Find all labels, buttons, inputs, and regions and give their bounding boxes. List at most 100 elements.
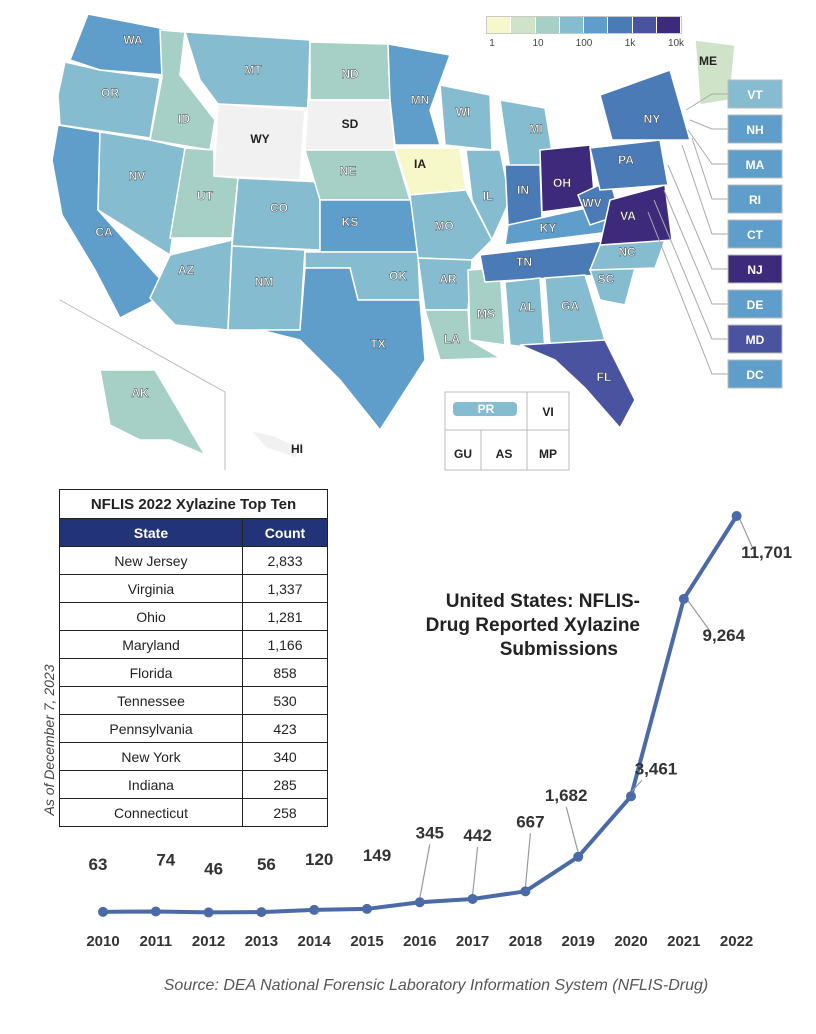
label-leader bbox=[630, 779, 643, 793]
state-label: PA bbox=[618, 153, 634, 167]
territory-label: PR bbox=[478, 402, 495, 416]
callout-box bbox=[727, 289, 783, 319]
territory-mp: MP bbox=[526, 429, 570, 471]
state-ks: KS bbox=[319, 199, 419, 253]
state-label: VA bbox=[620, 209, 636, 223]
state-shape bbox=[465, 149, 511, 242]
state-label: ID bbox=[178, 112, 190, 126]
callout-label: CT bbox=[747, 228, 764, 242]
territory-label: VI bbox=[542, 405, 553, 419]
data-point bbox=[414, 897, 425, 908]
state-label: AK bbox=[131, 386, 149, 400]
legend-color-bar bbox=[486, 16, 682, 34]
state-shape bbox=[213, 103, 306, 181]
state-shape bbox=[387, 43, 452, 146]
state-ar: AR bbox=[417, 257, 473, 311]
color-legend: 1 10 100 1k 10k bbox=[486, 16, 684, 52]
table-body: New Jersey 2,833 Virginia 1,337 Ohio 1,281 Mar… bbox=[59, 546, 328, 827]
data-label: 9,264 bbox=[703, 626, 746, 645]
state-shape bbox=[259, 267, 426, 432]
cell-state: New Jersey bbox=[59, 546, 243, 575]
legend-swatch bbox=[656, 17, 681, 33]
callout-line bbox=[653, 199, 728, 340]
box-nh: NH bbox=[689, 114, 783, 144]
data-point bbox=[203, 907, 214, 918]
state-shape bbox=[409, 189, 493, 261]
chart-title-line-1: United States: NFLIS- bbox=[445, 591, 640, 612]
state-label: OH bbox=[553, 176, 571, 190]
data-label: 11,701 bbox=[741, 543, 792, 562]
source-note: Source: DEA National Forensic Laboratory… bbox=[0, 977, 816, 995]
state-mn: MN bbox=[387, 43, 452, 146]
box-md: MD bbox=[653, 199, 783, 354]
territory-box bbox=[526, 429, 570, 471]
callout-box bbox=[727, 79, 783, 109]
header-count: Count bbox=[242, 518, 328, 547]
state-tx: TX bbox=[259, 267, 426, 432]
state-label: TN bbox=[516, 255, 532, 269]
x-tick-label: 2013 bbox=[245, 933, 278, 950]
cell-count: 530 bbox=[242, 686, 328, 715]
legend-tick-label: 1 bbox=[489, 38, 495, 49]
state-shape bbox=[149, 29, 216, 151]
state-label: FL bbox=[597, 370, 612, 384]
data-point bbox=[467, 893, 478, 904]
state-label: HI bbox=[291, 442, 303, 456]
state-label: SD bbox=[342, 117, 359, 131]
territory-box bbox=[444, 429, 482, 471]
state-label: MT bbox=[244, 63, 262, 77]
legend-swatch bbox=[511, 17, 536, 33]
series-line bbox=[102, 514, 739, 915]
state-al: AL bbox=[504, 277, 546, 351]
label-leader bbox=[524, 833, 531, 888]
state-mo: MO bbox=[409, 189, 493, 261]
chart-title-line-3: Submissions bbox=[499, 639, 618, 660]
table-row: Virginia 1,337 bbox=[59, 574, 328, 603]
state-label: WA bbox=[123, 33, 143, 47]
state-label: AR bbox=[439, 272, 457, 286]
x-tick-label: 2021 bbox=[667, 933, 700, 950]
box-ri: RI bbox=[691, 137, 783, 214]
state-label: ME bbox=[699, 54, 717, 68]
state-la: LA bbox=[423, 309, 503, 361]
legend-tick-label: 1k bbox=[624, 38, 636, 49]
data-label: 74 bbox=[156, 850, 175, 869]
cell-count: 423 bbox=[242, 714, 328, 743]
label-leader bbox=[419, 844, 431, 899]
callout-label: MD bbox=[746, 333, 765, 347]
state-label: NM bbox=[255, 275, 274, 289]
legend-ticks: 1 10 100 1k 10k bbox=[486, 34, 684, 52]
callout-line bbox=[685, 93, 728, 111]
label-leader bbox=[565, 806, 579, 853]
territory-gu: GU bbox=[444, 429, 482, 471]
state-ne: NE bbox=[303, 149, 412, 201]
state-shape bbox=[149, 239, 233, 331]
territory-vi: VI bbox=[526, 391, 570, 431]
territory-pr: PR bbox=[444, 391, 528, 431]
data-point bbox=[362, 903, 372, 914]
data-label: 1,682 bbox=[545, 786, 588, 805]
callout-line bbox=[691, 137, 728, 200]
table-row: Maryland 1,166 bbox=[59, 630, 328, 659]
callout-label: MA bbox=[746, 158, 765, 172]
x-tick-label: 2012 bbox=[192, 933, 225, 950]
state-label: IA bbox=[414, 157, 426, 171]
state-wy: WY bbox=[213, 103, 306, 181]
callout-line bbox=[689, 119, 728, 130]
state-co: CO bbox=[231, 177, 321, 251]
callout-line bbox=[667, 164, 728, 270]
cell-count: 1,166 bbox=[242, 630, 328, 659]
state-in: IN bbox=[504, 164, 543, 226]
state-label: IL bbox=[483, 189, 494, 203]
territory-label: GU bbox=[454, 447, 472, 461]
state-shape bbox=[183, 31, 311, 109]
cell-state: New York bbox=[59, 742, 243, 771]
callout-box bbox=[727, 254, 783, 284]
callout-label: DE bbox=[747, 298, 764, 312]
data-label: 56 bbox=[257, 855, 276, 874]
state-hi: HI bbox=[247, 428, 303, 459]
state-shape bbox=[319, 199, 419, 253]
cell-state: Maryland bbox=[59, 630, 243, 659]
state-label: WV bbox=[582, 196, 601, 210]
callout-label: VT bbox=[747, 88, 763, 102]
